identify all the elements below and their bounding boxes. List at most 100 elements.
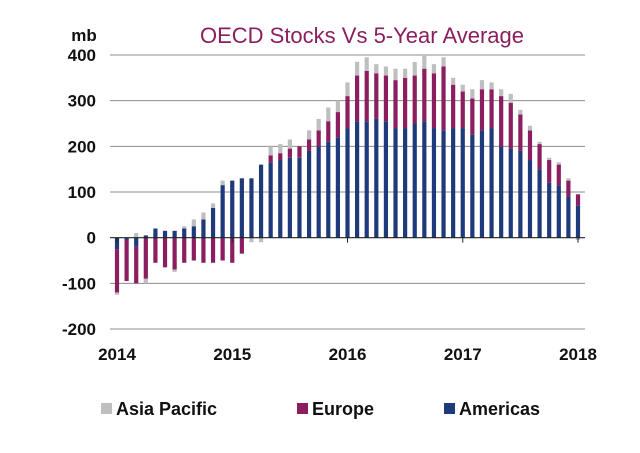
bar-europe — [479, 89, 485, 131]
bar-asia-pacific — [268, 146, 273, 156]
y-axis-ticks: 400 300 200 100 0 -100 -200 — [62, 46, 96, 339]
bar-asia-pacific — [441, 57, 446, 67]
bar-europe — [287, 148, 292, 158]
bars — [114, 55, 581, 295]
bar-europe — [306, 139, 312, 151]
bar-asia-pacific — [422, 55, 427, 69]
x-tick-label: 2017 — [444, 345, 482, 364]
bar-europe — [364, 70, 369, 122]
bar-europe — [114, 249, 120, 293]
bar-americas — [470, 134, 475, 238]
bar-europe — [489, 89, 494, 129]
x-axis-ticks: 2014 2015 2016 2017 2018 — [98, 237, 597, 364]
bar-europe — [575, 194, 581, 206]
bar-americas — [306, 150, 312, 238]
y-axis-unit-label: mb — [71, 26, 97, 45]
bar-americas — [210, 207, 216, 238]
bar-asia-pacific — [412, 61, 417, 76]
bar-europe — [374, 73, 379, 119]
bar-europe — [537, 144, 542, 170]
bar-americas — [124, 237, 129, 240]
bar-americas — [527, 160, 533, 238]
bar-europe — [499, 96, 504, 147]
bar-asia-pacific — [556, 162, 561, 165]
x-tick-label: 2015 — [213, 345, 251, 364]
bar-asia-pacific — [489, 82, 494, 90]
bar-asia-pacific — [364, 57, 369, 71]
bar-europe — [326, 121, 331, 142]
bar-americas — [153, 228, 158, 238]
bar-asia-pacific — [287, 139, 292, 149]
bar-europe — [162, 237, 168, 268]
bar-americas — [268, 162, 273, 238]
bar-americas — [172, 230, 177, 238]
bar-americas — [258, 164, 264, 238]
bar-europe — [508, 102, 513, 149]
x-tick-label: 2016 — [329, 345, 367, 364]
bar-americas — [547, 182, 552, 238]
bar-asia-pacific — [134, 233, 139, 238]
bar-americas — [383, 121, 389, 238]
bar-europe — [220, 237, 225, 261]
bar-asia-pacific — [210, 203, 216, 208]
bar-europe — [210, 237, 216, 263]
y-tick-label: 400 — [68, 46, 96, 65]
bar-americas — [575, 205, 581, 238]
legend-item: Europe — [297, 399, 374, 419]
bar-americas — [134, 237, 139, 247]
bar-europe — [124, 239, 129, 282]
bar-americas — [287, 157, 292, 238]
bar-asia-pacific — [345, 82, 350, 97]
bar-asia-pacific — [201, 212, 206, 220]
bar-americas — [297, 157, 302, 238]
bar-asia-pacific — [403, 68, 408, 78]
bar-americas — [278, 160, 283, 238]
bar-europe — [422, 68, 427, 122]
bar-asia-pacific — [278, 144, 283, 154]
bar-europe — [345, 96, 350, 129]
bar-americas — [537, 169, 542, 238]
bar-asia-pacific — [547, 157, 552, 161]
bar-americas — [345, 128, 350, 238]
bar-americas — [431, 128, 437, 238]
bar-americas — [460, 128, 465, 238]
bar-europe — [355, 75, 360, 122]
bar-asia-pacific — [220, 180, 225, 186]
bar-europe — [566, 180, 571, 197]
bar-asia-pacific — [527, 125, 533, 131]
bar-asia-pacific — [537, 141, 542, 145]
bar-americas — [566, 196, 571, 238]
bar-americas — [335, 137, 340, 238]
bar-europe — [191, 237, 196, 261]
bar-americas — [114, 237, 120, 250]
bar-asia-pacific — [460, 84, 465, 92]
bar-europe — [172, 237, 177, 270]
bar-asia-pacific — [172, 269, 177, 272]
bar-americas — [326, 141, 331, 238]
bar-americas — [230, 180, 235, 238]
bar-asia-pacific — [508, 93, 513, 103]
bar-europe — [383, 75, 389, 122]
x-tick-label: 2014 — [98, 345, 136, 364]
bar-asia-pacific — [393, 68, 398, 81]
legend-swatch — [297, 403, 308, 414]
bar-asia-pacific — [258, 237, 264, 243]
bar-americas — [162, 230, 168, 238]
bar-asia-pacific — [374, 64, 379, 74]
legend-item: Americas — [444, 399, 540, 419]
bar-asia-pacific — [355, 61, 360, 76]
bar-asia-pacific — [383, 66, 389, 76]
bar-asia-pacific — [143, 278, 148, 284]
bar-europe — [134, 246, 139, 284]
bar-europe — [297, 146, 302, 158]
bar-americas — [403, 128, 408, 238]
bar-europe — [268, 155, 273, 163]
bar-europe — [278, 153, 283, 161]
legend-swatch — [444, 403, 455, 414]
bar-europe — [201, 237, 206, 263]
bar-asia-pacific — [566, 178, 571, 181]
bar-americas — [441, 130, 446, 238]
bar-americas — [412, 123, 417, 238]
bar-europe — [527, 130, 533, 161]
bar-asia-pacific — [114, 292, 120, 295]
